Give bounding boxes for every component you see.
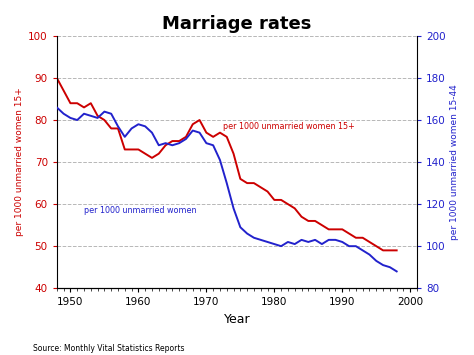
Text: per 1000 unmarried women: per 1000 unmarried women <box>84 206 197 215</box>
X-axis label: Year: Year <box>224 313 250 326</box>
Text: per 1000 unmarried women 15+: per 1000 unmarried women 15+ <box>223 121 355 131</box>
Title: Marriage rates: Marriage rates <box>162 15 311 33</box>
Y-axis label: per 1000 unmarried women 15+: per 1000 unmarried women 15+ <box>15 88 24 236</box>
Y-axis label: per 1000 unmarried women 15-44: per 1000 unmarried women 15-44 <box>450 84 459 240</box>
Text: Source: Monthly Vital Statistics Reports: Source: Monthly Vital Statistics Reports <box>33 344 185 354</box>
